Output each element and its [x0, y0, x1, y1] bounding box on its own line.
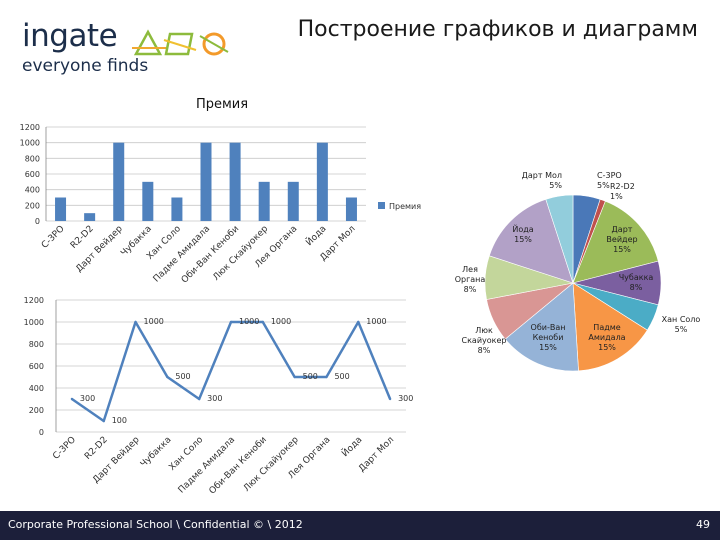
line-x-tick-label: Падме Амидала	[177, 435, 237, 495]
pie-slice-label: R2-D2 1%	[610, 182, 635, 201]
logo: ingate everyone finds	[22, 18, 229, 76]
bar-x-tick-label: С-3PO	[40, 224, 67, 251]
line-point	[229, 320, 233, 324]
line-x-tick-label: Люк Скайуокер	[242, 435, 301, 494]
bar	[142, 181, 154, 221]
line-data-label: 500	[175, 372, 190, 381]
line-point	[325, 375, 328, 379]
bar	[55, 197, 67, 221]
line-data-label: 1000	[366, 317, 386, 326]
bar	[84, 213, 96, 221]
bar-y-tick-label: 1000	[20, 139, 40, 148]
footer-bar: Corporate Professional School \ Confiden…	[0, 511, 720, 540]
pie-slice	[572, 282, 648, 372]
bar	[258, 181, 270, 221]
line-point	[357, 320, 360, 324]
line-y-tick-label: 600	[29, 362, 44, 371]
legend-label: Премия	[389, 202, 421, 211]
bar-x-tick-label: Йода	[303, 223, 328, 248]
page-number: 49	[696, 518, 710, 531]
line-point	[261, 320, 265, 324]
pie-slice	[488, 198, 574, 284]
logo-mark-icon	[132, 29, 229, 56]
bar	[316, 142, 328, 221]
line-point	[70, 397, 74, 401]
pie-slice-label: Лея Органа 8%	[455, 265, 486, 294]
logo-tagline: everyone finds	[22, 56, 149, 76]
bar-x-tick-label: R2-D2	[69, 224, 96, 251]
pie-slice-label: С-3PO 5%	[597, 171, 622, 190]
line-x-tick-label: С-3PO	[51, 435, 78, 462]
line-x-tick-label: R2-D2	[83, 435, 110, 462]
bar	[229, 142, 241, 221]
bar	[345, 197, 357, 221]
pie-slice-label: Люк Скайуокер 8%	[462, 326, 507, 355]
legend-swatch	[378, 202, 385, 209]
line-point	[293, 375, 296, 379]
line-point	[197, 397, 201, 401]
bar-chart-title: Премия	[196, 97, 248, 112]
pie-slice-label: Хан Соло 5%	[662, 315, 701, 334]
line-data-label: 300	[207, 394, 222, 403]
bar-y-tick-label: 0	[35, 217, 40, 226]
line-point	[102, 419, 105, 423]
bar	[200, 142, 212, 221]
pie-slice	[572, 200, 659, 284]
pie-slice-label: Оби-Ван Кеноби 15%	[531, 323, 566, 352]
line-chart: 0 200 400 600 800 1000 1200 300 С-3PO 100 R2-D2 100…	[24, 296, 414, 496]
line-data-label: 500	[303, 372, 318, 381]
pie-slice	[545, 194, 574, 284]
footer-text: Corporate Professional School \ Confiden…	[8, 518, 303, 531]
pie-chart: Дарт Мол 5% R2-D2 1% Дарт Вейдер 15% Чубакка 8% Х…	[455, 171, 701, 372]
pie-slice-label: Йода 15%	[512, 223, 533, 244]
line-y-tick-label: 1000	[24, 318, 44, 327]
line-y-tick-label: 200	[29, 406, 44, 415]
bar	[287, 181, 299, 221]
pie-slice-label: Дарт Вейдер 15%	[606, 225, 637, 254]
slide-title: Построение графиков и диаграмм	[297, 17, 698, 42]
line-point	[166, 375, 169, 379]
line-data-label: 1000	[144, 317, 164, 326]
line-y-tick-label: 800	[29, 340, 44, 349]
bar-y-tick-label: 800	[25, 154, 40, 163]
line-y-tick-label: 400	[29, 384, 44, 393]
pie-slice-label: Падме Амидала 15%	[588, 323, 625, 352]
bar	[171, 197, 183, 221]
line-y-tick-label: 1200	[24, 296, 44, 305]
bar-y-tick-label: 600	[25, 170, 40, 179]
bar-y-tick-label: 1200	[20, 123, 40, 132]
pie-slice-label: Чубакка 8%	[619, 273, 654, 292]
line-data-label: 100	[112, 416, 127, 425]
line-data-label: 300	[398, 394, 413, 403]
line-x-tick-label: Йода	[339, 434, 364, 459]
line-point	[134, 320, 137, 324]
line-data-label: 500	[334, 372, 349, 381]
line-data-label: 1000	[271, 317, 291, 326]
line-data-label: 1000	[239, 317, 259, 326]
line-data-label: 300	[80, 394, 95, 403]
line-y-tick-label: 0	[39, 428, 44, 437]
line-x-tick-label: Оби-Ван Кеноби	[207, 435, 269, 497]
pie-slice-label: Дарт Мол 5%	[522, 171, 563, 190]
logo-word: ingate	[22, 18, 118, 54]
pie-slice	[504, 282, 579, 372]
bar-y-tick-label: 200	[25, 201, 40, 210]
bar	[113, 142, 125, 221]
line-point	[388, 397, 392, 401]
bar-y-tick-label: 400	[25, 186, 40, 195]
